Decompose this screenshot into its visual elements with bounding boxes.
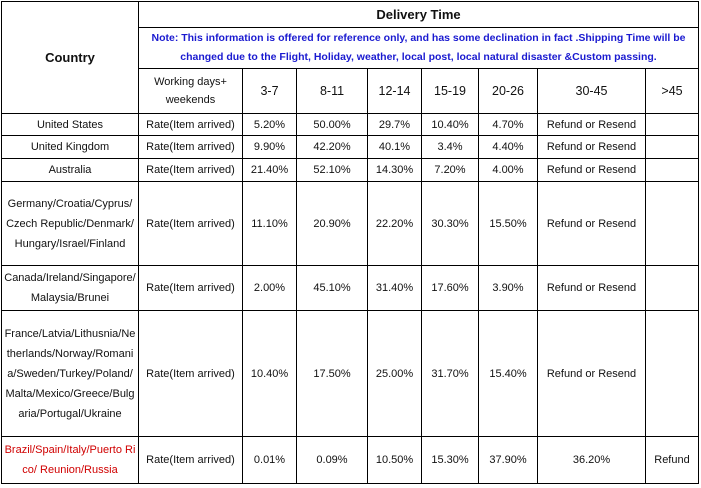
rate-label: Rate(Item arrived) bbox=[138, 310, 243, 437]
rate-cell: Refund or Resend bbox=[537, 265, 646, 311]
column-header: 8-11 bbox=[296, 68, 368, 114]
rate-cell: 30.30% bbox=[421, 181, 479, 266]
rate-cell: Refund or Resend bbox=[537, 181, 646, 266]
rate-cell: 36.20% bbox=[537, 436, 646, 484]
rate-cell: 4.40% bbox=[478, 135, 538, 159]
empty-cell bbox=[645, 265, 699, 311]
rate-cell: 4.70% bbox=[478, 113, 538, 136]
rate-cell: 11.10% bbox=[242, 181, 297, 266]
delivery-time-header: Delivery Time bbox=[138, 1, 699, 28]
column-header: 12-14 bbox=[367, 68, 422, 114]
empty-cell bbox=[645, 113, 699, 136]
rate-cell: 15.30% bbox=[421, 436, 479, 484]
rate-cell: 3.4% bbox=[421, 135, 479, 159]
rate-cell: 2.00% bbox=[242, 265, 297, 311]
rate-cell: 10.40% bbox=[421, 113, 479, 136]
rate-cell: 22.20% bbox=[367, 181, 422, 266]
column-header: >45 bbox=[645, 68, 699, 114]
rate-cell: 0.01% bbox=[242, 436, 297, 484]
note-row: Note: This information is offered for re… bbox=[2, 27, 699, 69]
rate-label: Rate(Item arrived) bbox=[138, 158, 243, 182]
empty-cell bbox=[645, 158, 699, 182]
rate-cell: Refund or Resend bbox=[537, 135, 646, 159]
country-cell: France/Latvia/Lithusnia/Netherlands/Norw… bbox=[1, 310, 139, 437]
rate-label: Rate(Item arrived) bbox=[138, 113, 243, 136]
rate-cell: 10.50% bbox=[367, 436, 422, 484]
rate-cell: 31.40% bbox=[367, 265, 422, 311]
empty-cell bbox=[645, 181, 699, 266]
column-header: 3-7 bbox=[242, 68, 297, 114]
rate-cell: 42.20% bbox=[296, 135, 368, 159]
rate-cell: 50.00% bbox=[296, 113, 368, 136]
rate-cell: 31.70% bbox=[421, 310, 479, 437]
data-row: Australia Rate(Item arrived) 21.40% 52.10% 1… bbox=[1, 158, 699, 182]
rate-cell: 20.90% bbox=[296, 181, 368, 266]
column-header: Working days+ weekends bbox=[138, 68, 243, 114]
rate-cell: Refund or Resend bbox=[537, 310, 646, 437]
rate-cell: 52.10% bbox=[296, 158, 368, 182]
rate-cell: 14.30% bbox=[367, 158, 422, 182]
rate-cell: 21.40% bbox=[242, 158, 297, 182]
rate-cell: 15.50% bbox=[478, 181, 538, 266]
header-row: Country Delivery Time bbox=[1, 1, 699, 114]
rate-label: Rate(Item arrived) bbox=[138, 436, 243, 484]
data-row: Brazil/Spain/Italy/Puerto Rico/ Reunion/… bbox=[1, 436, 699, 484]
rate-cell: 25.00% bbox=[367, 310, 422, 437]
country-cell: Australia bbox=[1, 158, 139, 182]
rate-cell: 17.50% bbox=[296, 310, 368, 437]
column-header-row: Working days+ weekends 3-7 8-11 12-14 15-19 2… bbox=[2, 68, 699, 114]
rate-cell: 10.40% bbox=[242, 310, 297, 437]
data-row: France/Latvia/Lithusnia/Netherlands/Norw… bbox=[1, 310, 699, 437]
rate-cell: 37.90% bbox=[478, 436, 538, 484]
rate-cell: Refund or Resend bbox=[537, 158, 646, 182]
rate-label: Rate(Item arrived) bbox=[138, 265, 243, 311]
empty-cell bbox=[645, 135, 699, 159]
rate-cell: 0.09% bbox=[296, 436, 368, 484]
country-cell: Canada/Ireland/Singapore/Malaysia/Brunei bbox=[1, 265, 139, 311]
rate-cell: 40.1% bbox=[367, 135, 422, 159]
country-cell: United Kingdom bbox=[1, 135, 139, 159]
rate-cell: 3.90% bbox=[478, 265, 538, 311]
column-header: 30-45 bbox=[537, 68, 646, 114]
column-header: 15-19 bbox=[421, 68, 479, 114]
note: Note: This information is offered for re… bbox=[138, 27, 699, 69]
rate-label: Rate(Item arrived) bbox=[138, 181, 243, 266]
rate-cell: 4.00% bbox=[478, 158, 538, 182]
data-row: United Kingdom Rate(Item arrived) 9.90% 42.… bbox=[1, 135, 699, 159]
data-row: Canada/Ireland/Singapore/Malaysia/Brunei… bbox=[1, 265, 699, 311]
rate-cell: Refund bbox=[645, 436, 699, 484]
rate-cell: 9.90% bbox=[242, 135, 297, 159]
data-row: Germany/Croatia/Cyprus/Czech Republic/De… bbox=[1, 181, 699, 266]
data-row: United States Rate(Item arrived) 5.20% 50.0… bbox=[1, 113, 699, 136]
column-header: 20-26 bbox=[478, 68, 538, 114]
rate-cell: 29.7% bbox=[367, 113, 422, 136]
country-header: Country bbox=[1, 1, 139, 114]
rate-cell: Refund or Resend bbox=[537, 113, 646, 136]
country-cell: Brazil/Spain/Italy/Puerto Rico/ Reunion/… bbox=[1, 436, 139, 484]
rate-cell: 45.10% bbox=[296, 265, 368, 311]
country-cell: Germany/Croatia/Cyprus/Czech Republic/De… bbox=[1, 181, 139, 266]
rate-cell: 5.20% bbox=[242, 113, 297, 136]
rate-label: Rate(Item arrived) bbox=[138, 135, 243, 159]
rate-cell: 15.40% bbox=[478, 310, 538, 437]
empty-cell bbox=[645, 310, 699, 437]
rate-cell: 7.20% bbox=[421, 158, 479, 182]
rate-cell: 17.60% bbox=[421, 265, 479, 311]
country-cell: United States bbox=[1, 113, 139, 136]
